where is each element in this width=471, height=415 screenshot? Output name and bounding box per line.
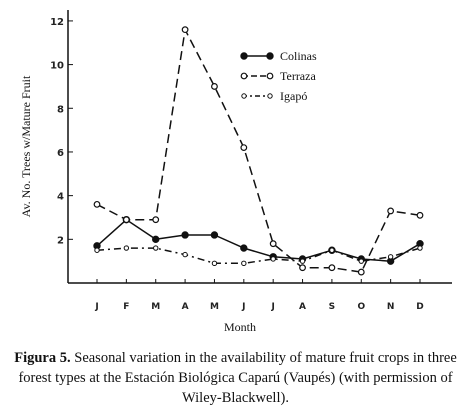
series-0 (93, 215, 424, 265)
data-point (269, 240, 277, 248)
data-point (181, 231, 189, 239)
x-tick-label: F (123, 302, 129, 312)
caption-text: Seasonal variation in the availability o… (18, 350, 457, 406)
x-tick-label: J (94, 302, 98, 312)
x-tick-label: M (210, 302, 219, 312)
data-point (210, 231, 219, 239)
data-point (94, 247, 100, 253)
legend-marker (267, 93, 273, 99)
legend-label: Terraza (280, 69, 316, 83)
y-tick-label: 6 (57, 148, 64, 159)
data-point (211, 83, 218, 90)
series-line (96, 28, 421, 273)
x-axis-title: Month (224, 320, 256, 334)
data-point (182, 251, 188, 258)
data-point (240, 144, 248, 151)
series-1 (93, 26, 424, 276)
data-point (241, 260, 247, 267)
data-point (387, 254, 394, 260)
legend-label: Colinas (280, 49, 317, 63)
data-point (181, 26, 189, 34)
x-tick-label: D (416, 302, 423, 312)
line-chart: 2 4 6 8 10 12 J F M A M J J A S O N D Month Av. No. Trees w… (19, 10, 452, 334)
data-point (123, 245, 130, 251)
legend-label: Igapó (280, 89, 307, 103)
series-line (96, 247, 421, 265)
y-tick-label: 2 (57, 235, 64, 246)
legend-marker (240, 52, 248, 60)
data-point (299, 264, 306, 272)
legend-marker (241, 93, 247, 99)
series-layer (93, 26, 424, 276)
x-tick-label: A (299, 302, 306, 312)
legend-marker (240, 72, 248, 80)
data-point (328, 264, 336, 272)
axes: 2 4 6 8 10 12 J F M A M J J A S O N D Month Av. No. Trees w… (19, 10, 452, 334)
series-line (96, 218, 421, 262)
x-tick-label: S (329, 302, 335, 312)
legend: Colinas Terraza Igapó (240, 49, 317, 103)
data-point (416, 211, 424, 219)
data-point (270, 256, 276, 262)
data-point (357, 268, 365, 276)
data-point (93, 200, 101, 208)
legend-marker (266, 52, 274, 60)
data-point (299, 258, 306, 264)
data-point (153, 245, 159, 251)
x-tick-label: M (151, 302, 160, 312)
series-2 (94, 245, 423, 267)
y-axis-title: Av. No. Trees w/Mature Fruit (19, 75, 33, 217)
y-tick-label: 10 (50, 61, 64, 72)
data-point (152, 235, 160, 244)
y-tick-label: 12 (50, 17, 64, 28)
y-tick-label: 4 (57, 192, 64, 203)
data-point (329, 247, 335, 253)
data-point (211, 260, 218, 267)
legend-marker (266, 72, 274, 80)
data-point (240, 244, 248, 252)
x-tick-label: O (357, 302, 365, 312)
x-tick-label: J (241, 302, 245, 312)
data-point (152, 216, 160, 224)
caption-label: Figura 5. (14, 350, 71, 366)
x-tick-label: N (387, 302, 395, 312)
data-point (358, 258, 364, 264)
data-point (387, 207, 395, 215)
data-point (122, 216, 130, 224)
y-tick-label: 8 (57, 104, 64, 115)
x-tick-label: J (271, 302, 275, 312)
x-tick-label: A (182, 302, 189, 312)
data-point (417, 245, 423, 251)
figure-caption: Figura 5. Seasonal variation in the avai… (8, 348, 463, 408)
